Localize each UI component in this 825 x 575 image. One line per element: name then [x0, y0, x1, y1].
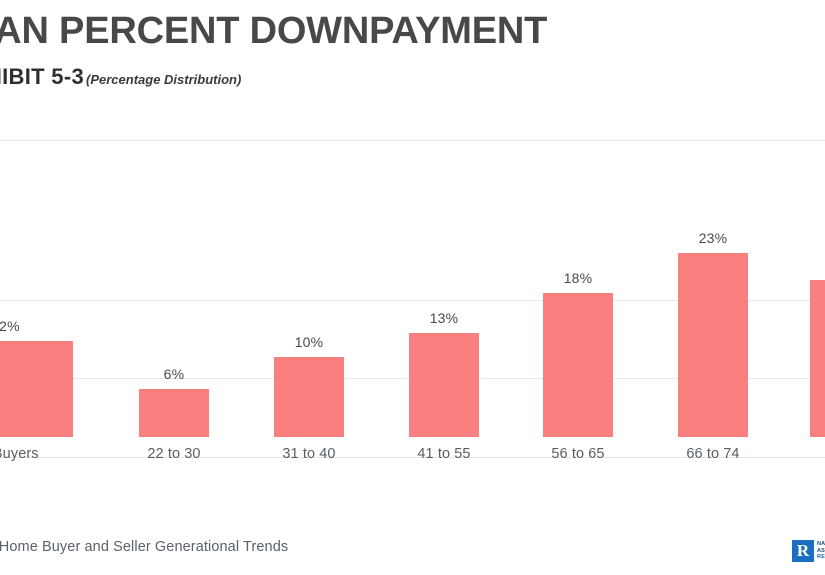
bar-group[interactable]: 10% 31 to 40 — [274, 157, 344, 462]
realtor-r-letter: R — [796, 541, 810, 560]
header-divider — [0, 140, 825, 141]
bar-group[interactable]: 23% 66 to 74 — [678, 157, 748, 462]
nar-wordmark-line2: ASSOCIATION of — [817, 547, 825, 554]
chart-subtitle: (Percentage Distribution) — [86, 72, 242, 87]
x-axis-baseline — [0, 457, 825, 458]
nar-wordmark-line3: REALTORS® — [817, 554, 825, 561]
bar-group[interactable]: 7 — [810, 157, 825, 437]
x-axis-tick-label: 41 to 55 — [417, 446, 471, 462]
nar-wordmark-line1: NATIONAL — [817, 541, 825, 548]
bar[interactable] — [139, 389, 209, 437]
page-title: MEDIAN PERCENT DOWNPAYMENT — [0, 10, 548, 52]
chart-footer: 2021 Home Buyer and Seller Generational … — [0, 495, 825, 575]
nar-logo: R NATIONAL ASSOCIATION of REALTORS® — [792, 540, 825, 562]
bar[interactable] — [409, 333, 479, 437]
x-axis-tick-label: 56 to 65 — [551, 446, 605, 462]
x-axis-tick-label: 31 to 40 — [282, 446, 336, 462]
bar-value-label: 13% — [429, 310, 459, 326]
bar-value-label: 23% — [698, 230, 728, 246]
bar-value-label: 6% — [163, 366, 185, 382]
chart-header: MEDIAN PERCENT DOWNPAYMENT EXHIBIT 5-3 (… — [0, 0, 825, 141]
gridline-0 — [0, 300, 825, 301]
nar-wordmark: NATIONAL ASSOCIATION of REALTORS® — [817, 541, 825, 560]
bar-chart-plot-area: 12% All Buyers 6% 22 to 30 10% 31 to 40 13% 41 … — [0, 140, 825, 495]
bar-group[interactable]: 12% All Buyers — [0, 157, 73, 462]
realtor-r-icon: R — [792, 540, 814, 562]
x-axis-tick-label: All Buyers — [0, 446, 39, 462]
bar[interactable] — [274, 357, 344, 437]
exhibit-number: EXHIBIT 5-3 — [0, 64, 84, 89]
bar[interactable] — [810, 280, 825, 437]
source-note: 2021 Home Buyer and Seller Generational … — [0, 539, 289, 555]
bar[interactable] — [543, 293, 613, 437]
x-axis-tick-label: 22 to 30 — [147, 446, 201, 462]
bar-value-label: 18% — [563, 270, 593, 286]
bar-group[interactable]: 13% 41 to 55 — [409, 157, 479, 462]
bar[interactable] — [678, 253, 748, 437]
bar-group[interactable]: 18% 56 to 65 — [543, 157, 613, 462]
x-axis-tick-label: 66 to 74 — [686, 446, 740, 462]
bar[interactable] — [0, 341, 73, 437]
bar-value-label: 12% — [0, 318, 20, 334]
bar-value-label: 10% — [294, 334, 324, 350]
bar-group[interactable]: 6% 22 to 30 — [139, 157, 209, 462]
